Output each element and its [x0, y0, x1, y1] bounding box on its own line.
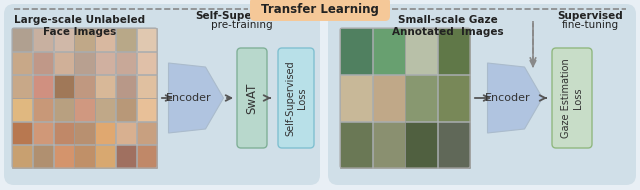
Bar: [116, 98, 136, 121]
Bar: [33, 98, 53, 121]
Text: Supervised: Supervised: [557, 11, 623, 21]
Bar: [136, 52, 157, 74]
Bar: [136, 75, 157, 98]
Bar: [438, 28, 470, 74]
Bar: [74, 75, 95, 98]
Bar: [95, 145, 115, 168]
Text: pre-training: pre-training: [211, 20, 273, 30]
Bar: [12, 28, 33, 51]
Bar: [136, 122, 157, 144]
Bar: [12, 145, 33, 168]
Bar: [405, 75, 437, 121]
Bar: [54, 145, 74, 168]
Text: SwAT: SwAT: [246, 82, 259, 114]
Text: Self-Supervised
Loss: Self-Supervised Loss: [285, 60, 307, 136]
Bar: [372, 75, 404, 121]
Bar: [95, 28, 115, 51]
Text: Transfer Learning: Transfer Learning: [261, 2, 379, 16]
Bar: [33, 122, 53, 144]
Bar: [405, 28, 437, 74]
Bar: [12, 52, 33, 74]
Bar: [74, 52, 95, 74]
FancyBboxPatch shape: [278, 48, 314, 148]
Bar: [116, 122, 136, 144]
Bar: [74, 98, 95, 121]
Bar: [116, 75, 136, 98]
Bar: [54, 122, 74, 144]
Bar: [33, 28, 53, 51]
Bar: [12, 75, 33, 98]
Bar: [136, 28, 157, 51]
Bar: [438, 122, 470, 168]
Text: Self-Supervised: Self-Supervised: [196, 11, 289, 21]
Bar: [340, 28, 372, 74]
Bar: [74, 145, 95, 168]
Bar: [33, 75, 53, 98]
Bar: [405, 122, 437, 168]
Polygon shape: [488, 63, 543, 133]
Bar: [116, 28, 136, 51]
Text: Encoder: Encoder: [485, 93, 531, 103]
FancyBboxPatch shape: [4, 4, 320, 185]
Bar: [372, 28, 404, 74]
Bar: [136, 145, 157, 168]
Bar: [54, 98, 74, 121]
Bar: [12, 122, 33, 144]
Text: fine-tuning: fine-tuning: [561, 20, 619, 30]
Bar: [136, 98, 157, 121]
Bar: [95, 122, 115, 144]
Text: Large-scale Unlabeled
Face Images: Large-scale Unlabeled Face Images: [15, 15, 145, 37]
Bar: [116, 52, 136, 74]
FancyBboxPatch shape: [328, 4, 636, 185]
Bar: [95, 75, 115, 98]
Bar: [12, 98, 33, 121]
FancyBboxPatch shape: [237, 48, 267, 148]
Text: Encoder: Encoder: [166, 93, 212, 103]
FancyBboxPatch shape: [552, 48, 592, 148]
Bar: [95, 98, 115, 121]
Bar: [340, 75, 372, 121]
Bar: [372, 122, 404, 168]
Bar: [33, 52, 53, 74]
FancyBboxPatch shape: [250, 0, 390, 21]
Bar: [33, 145, 53, 168]
Text: Small-scale Gaze
Annotated  Images: Small-scale Gaze Annotated Images: [392, 15, 504, 37]
Bar: [95, 52, 115, 74]
Bar: [74, 122, 95, 144]
Bar: [116, 145, 136, 168]
Bar: [54, 75, 74, 98]
Bar: [340, 122, 372, 168]
Bar: [54, 28, 74, 51]
Polygon shape: [168, 63, 223, 133]
Text: Gaze Estimation
Loss: Gaze Estimation Loss: [561, 58, 583, 138]
Bar: [438, 75, 470, 121]
Bar: [74, 28, 95, 51]
Bar: [54, 52, 74, 74]
